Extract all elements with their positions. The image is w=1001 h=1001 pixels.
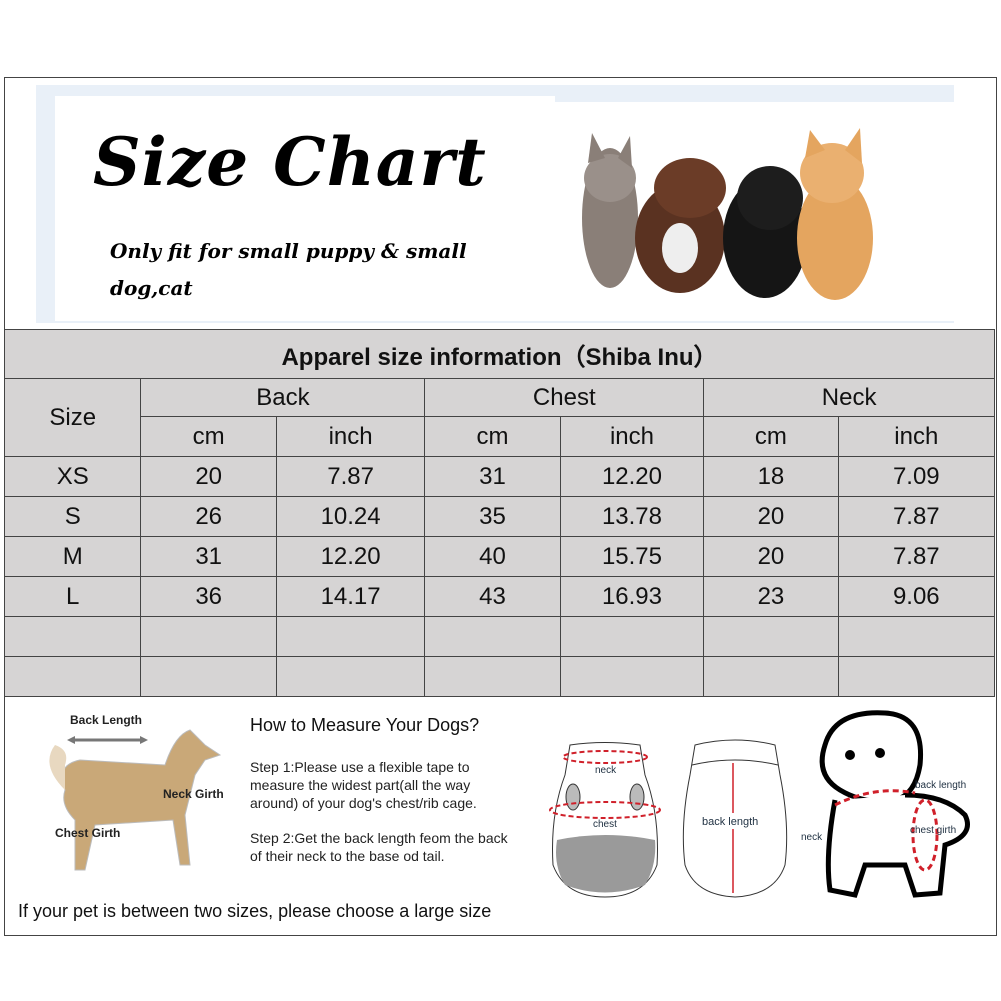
- table-row: M 31 12.20 40 15.75 20 7.87: [3, 536, 996, 577]
- unit-header: inch: [275, 416, 426, 457]
- banner: Size Chart Only fit for small puppy & sm…: [5, 78, 996, 329]
- value-cell: 15.75: [559, 536, 705, 577]
- garment-front-diagram: neck chest: [549, 742, 661, 898]
- chest-girth-label: Chest Girth: [55, 826, 121, 840]
- header-neck: Neck: [703, 378, 995, 417]
- puppy-neck-label: neck: [801, 832, 823, 843]
- table-unit-row: cm inch cm inch cm inch: [5, 416, 996, 457]
- value-cell: 14.17: [275, 576, 426, 617]
- value-cell: 7.09: [837, 456, 996, 497]
- value-cell: 31: [140, 536, 277, 577]
- value-cell: 7.87: [275, 456, 426, 497]
- step-2: Step 2:Get the back length feom the back…: [250, 830, 508, 864]
- step-1: Step 1:Please use a flexible tape to mea…: [250, 759, 477, 811]
- unit-header: cm: [140, 416, 277, 457]
- pets-photo: [582, 128, 873, 300]
- value-cell: 40: [424, 536, 561, 577]
- measure-heading: How to Measure Your Dogs?: [250, 715, 480, 735]
- size-note: If your pet is between two sizes, please…: [18, 901, 492, 921]
- table-title-row: Apparel size information（Shiba Inu）: [4, 329, 995, 379]
- puppy-back-label: back length: [915, 780, 966, 791]
- table-header-row: Size Back Chest Neck: [3, 378, 995, 457]
- empty-row: [3, 616, 996, 657]
- value-cell: 20: [703, 536, 839, 577]
- measure-guide: Back Length Neck Girth Chest Girth How t…: [5, 695, 996, 935]
- garment-chest-label: chest: [593, 819, 617, 830]
- garment-back-diagram: back length: [682, 739, 788, 898]
- value-cell: 31: [424, 456, 561, 497]
- banner-title: Size Chart: [93, 123, 487, 201]
- value-cell: 36: [140, 576, 277, 617]
- value-cell: 7.87: [837, 496, 996, 537]
- back-length-label: Back Length: [70, 713, 143, 727]
- size-header: Size: [3, 378, 142, 457]
- value-cell: 13.78: [559, 496, 705, 537]
- neck-girth-label: Neck Girth: [163, 787, 224, 801]
- size-cell: XS: [3, 456, 142, 497]
- value-cell: 43: [424, 576, 561, 617]
- value-cell: 20: [703, 496, 839, 537]
- value-cell: 35: [424, 496, 561, 537]
- garment-back-label: back length: [702, 816, 758, 828]
- size-cell: L: [3, 576, 142, 617]
- unit-header: inch: [559, 416, 705, 457]
- unit-header: inch: [837, 416, 996, 457]
- size-cell: S: [3, 496, 142, 537]
- puppy-chest-label: chest girth: [910, 825, 956, 836]
- size-chart-frame: Size Chart Only fit for small puppy & sm…: [3, 77, 997, 936]
- value-cell: 10.24: [275, 496, 426, 537]
- value-cell: 7.87: [837, 536, 996, 577]
- table-row: XS 20 7.87 31 12.20 18 7.09: [3, 456, 996, 497]
- table-row: S 26 10.24 35 13.78 20 7.87: [3, 496, 996, 537]
- table-title: Apparel size information（Shiba Inu）: [4, 329, 995, 379]
- empty-row: [3, 656, 996, 697]
- value-cell: 12.20: [275, 536, 426, 577]
- value-cell: 9.06: [837, 576, 996, 617]
- dog-illustration: [49, 729, 222, 871]
- table-row: L 36 14.17 43 16.93 23 9.06: [3, 576, 996, 617]
- value-cell: 18: [703, 456, 839, 497]
- puppy-diagram: back length neck chest girth: [801, 710, 970, 898]
- garment-neck-label: neck: [595, 765, 617, 776]
- header-chest: Chest: [424, 378, 705, 417]
- header-back: Back: [140, 378, 426, 417]
- size-cell: M: [3, 536, 142, 577]
- value-cell: 12.20: [559, 456, 705, 497]
- value-cell: 16.93: [559, 576, 705, 617]
- banner-subtitle: Only fit for small puppy & small dog,cat: [110, 239, 467, 300]
- unit-header: cm: [424, 416, 561, 457]
- value-cell: 20: [140, 456, 277, 497]
- value-cell: 26: [140, 496, 277, 537]
- value-cell: 23: [703, 576, 839, 617]
- size-table: Apparel size information（Shiba Inu） Size…: [3, 329, 996, 697]
- unit-header: cm: [703, 416, 839, 457]
